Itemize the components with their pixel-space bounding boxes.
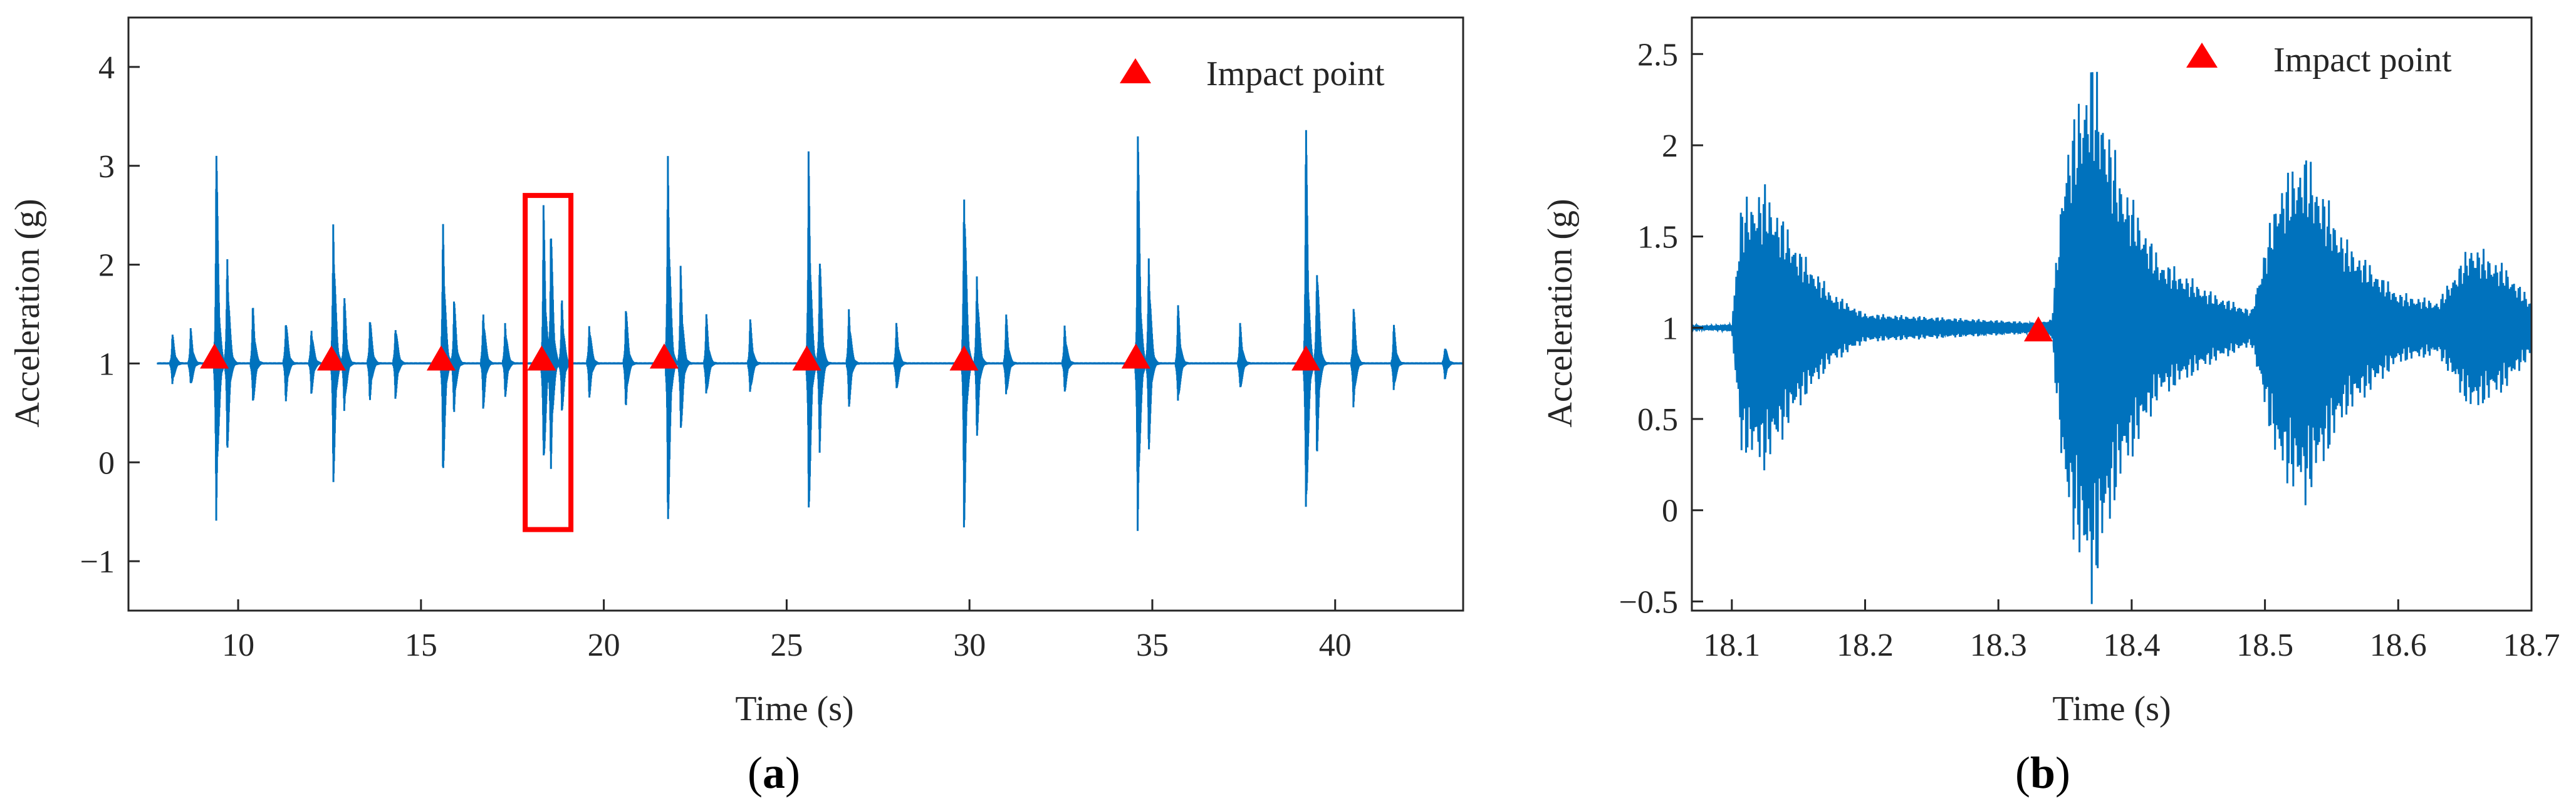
panel-b-caption: (b) [2015,748,2070,798]
panel-a-plot-frame [127,16,1464,612]
x-tick-label: 18.7 [2503,628,2560,663]
impact-point-marker [1121,343,1150,369]
impact-point-marker [2024,316,2053,342]
panel-b-x-label: Time (s) [2052,690,2171,728]
x-tick-label: 35 [1136,628,1169,663]
impact-point-marker [316,345,346,371]
y-tick-label: 1 [1662,311,1678,346]
x-tick-label: 18.2 [1837,628,1894,663]
y-tick-label: 0 [1662,493,1678,529]
impact-point-marker [1291,345,1321,371]
panel-b-y-ticks: −0.5 0 0.5 1 1.5 2 2.5 [1619,37,1703,620]
panel-b: 18.1 18.2 18.3 18.4 18.5 18.6 18.7 −0.5 0 0.5 1 1.… [1541,16,2560,798]
impact-point-marker [792,345,821,371]
y-tick-label: 0.5 [1637,402,1678,438]
impact-point-marker [527,345,556,371]
y-tick-label: 2 [1662,128,1678,164]
x-tick-label: 18.4 [2103,628,2160,663]
y-tick-label: −0.5 [1619,584,1678,620]
panel-b-legend-label: Impact point [2273,41,2452,80]
y-tick-label: 3 [98,149,115,185]
x-tick-label: 10 [222,628,254,663]
impact-point-marker [200,343,229,369]
panel-b-x-ticks: 18.1 18.2 18.3 18.4 18.5 18.6 18.7 [1703,599,2560,663]
panel-a-acceleration-line [157,130,1464,531]
y-tick-label: 1 [98,346,115,382]
x-tick-label: 40 [1319,628,1352,663]
panel-a-y-label: Acceleration (g) [8,199,47,427]
x-tick-label: 18.5 [2236,628,2293,663]
panel-b-y-label: Acceleration (g) [1541,199,1580,427]
impact-point-marker [426,345,456,371]
panel-a-caption: (a) [748,748,800,798]
x-tick-label: 18.6 [2370,628,2427,663]
x-tick-label: 18.1 [1703,628,1760,663]
panel-b-legend-marker [2186,43,2218,68]
y-tick-label: 1.5 [1637,220,1678,256]
y-tick-label: 0 [98,445,115,481]
panel-a: 10 15 20 25 30 35 40 −1 0 1 2 3 4 Impact point Time… [8,16,1464,798]
panel-b-signal [1691,71,2533,604]
panel-a-y-ticks: −1 0 1 2 3 4 [80,50,140,580]
y-tick-label: 2.5 [1637,37,1678,73]
panel-a-legend-label: Impact point [1206,54,1385,93]
panel-a-signal [157,130,1464,531]
y-tick-label: 4 [98,50,115,86]
panel-a-x-ticks: 10 15 20 25 30 35 40 [222,599,1352,663]
panel-a-highlight-box [523,193,574,532]
y-tick-label: −1 [80,544,115,580]
panel-a-x-label: Time (s) [735,690,853,728]
impact-point-marker [649,343,679,369]
y-tick-label: 2 [98,248,115,284]
panel-a-legend-marker [1120,58,1151,83]
x-tick-label: 18.3 [1970,628,2027,663]
x-tick-label: 15 [405,628,437,663]
impact-point-marker [949,345,979,371]
panel-b-impact-markers [2024,316,2053,342]
panel-a-impact-markers [200,343,1321,371]
panel-b-plot-frame [1691,16,2533,612]
x-tick-label: 25 [770,628,803,663]
x-tick-label: 20 [588,628,620,663]
panel-b-acceleration-line [1691,71,2533,604]
x-tick-label: 30 [953,628,986,663]
